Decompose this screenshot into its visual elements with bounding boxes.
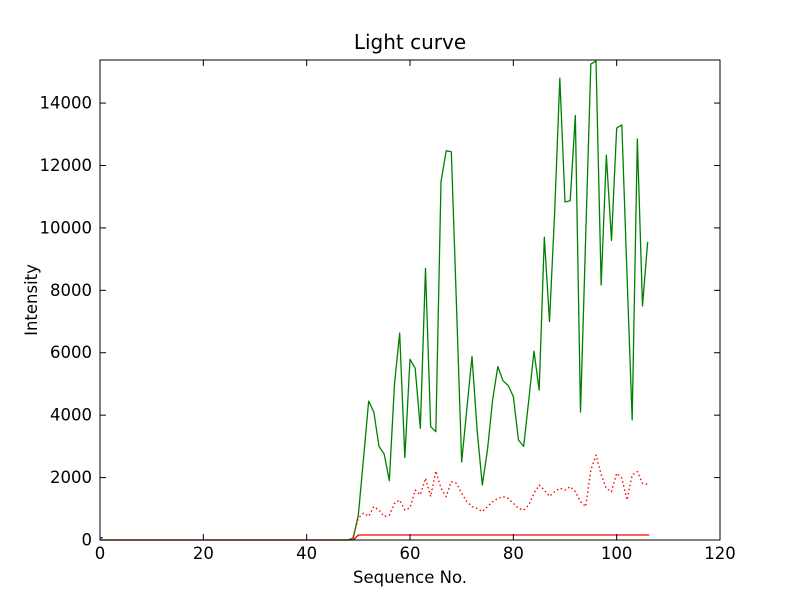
y-axis-label: Intensity <box>22 264 41 336</box>
green-line <box>100 60 649 541</box>
y-tick-label: 14000 <box>40 94 93 113</box>
chart-title: Light curve <box>354 30 466 54</box>
x-tick-label: 40 <box>296 544 317 563</box>
y-tick-label: 8000 <box>50 281 92 300</box>
x-tick-label: 120 <box>704 544 736 563</box>
tick-labels: 0 20 40 60 80 100 120 0 2000 4000 6000 8000 10000 120… <box>40 94 736 563</box>
x-tick-label: 80 <box>503 544 524 563</box>
y-tick-label: 4000 <box>50 406 92 425</box>
y-tick-label: 10000 <box>40 218 93 237</box>
tick-marks <box>99 60 721 541</box>
red-dotted-line <box>352 454 648 538</box>
x-tick-label: 100 <box>601 544 633 563</box>
x-tick-label: 20 <box>193 544 214 563</box>
y-tick-label: 0 <box>82 531 93 550</box>
x-axis-label: Sequence No. <box>353 568 467 587</box>
y-tick-label: 6000 <box>50 343 92 362</box>
x-tick-label: 0 <box>95 544 106 563</box>
y-tick-label: 2000 <box>50 468 92 487</box>
plot-area <box>100 60 720 540</box>
y-tick-label: 12000 <box>40 156 93 175</box>
x-tick-label: 60 <box>400 544 421 563</box>
